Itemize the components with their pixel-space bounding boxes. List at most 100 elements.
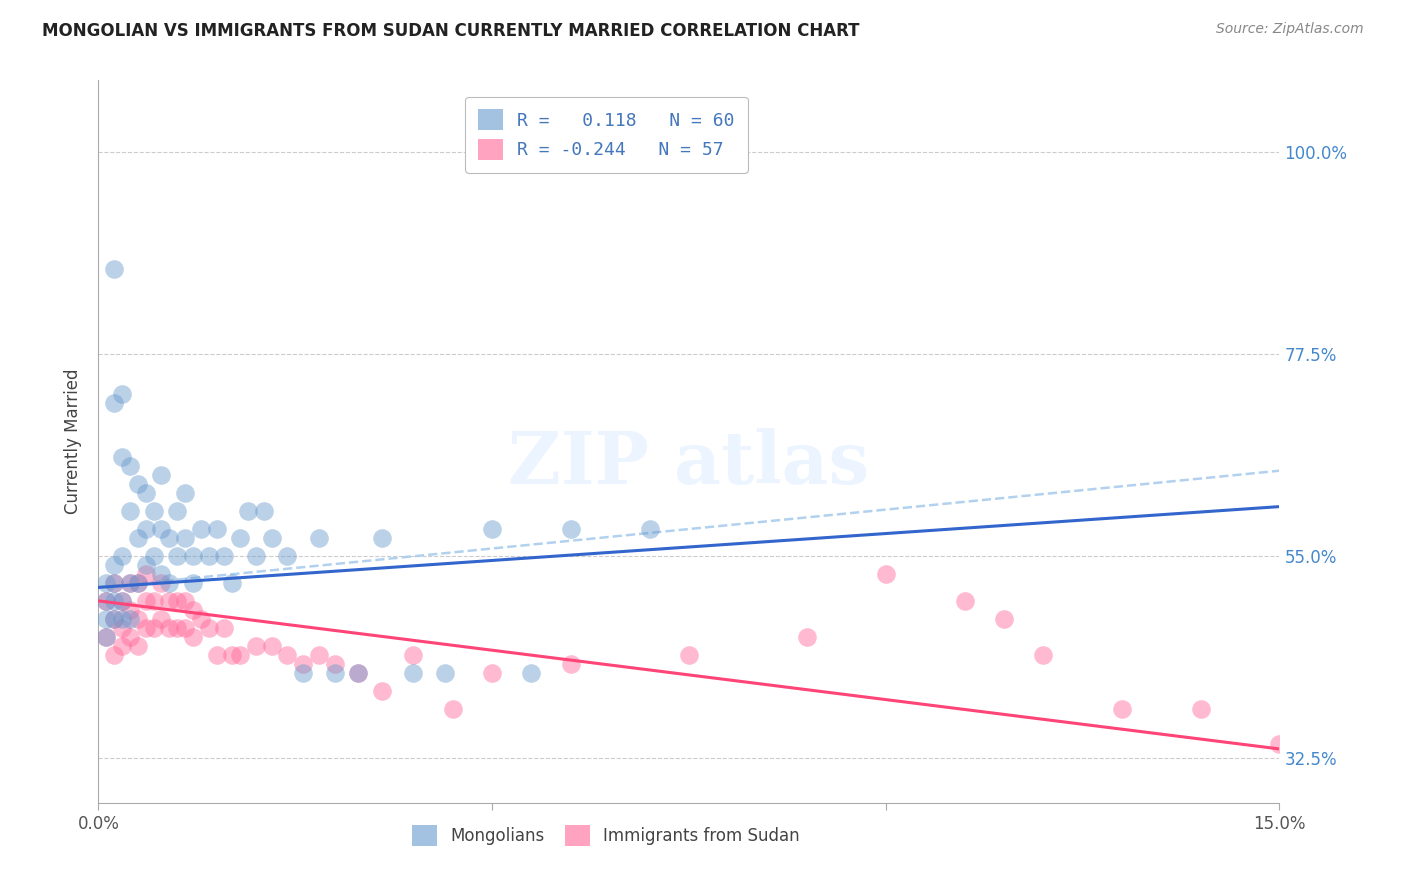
Point [174, 486, 197, 500]
Point [481, 665, 503, 680]
Point [127, 531, 149, 545]
Point [1032, 648, 1054, 662]
Point [111, 450, 134, 465]
Point [292, 657, 315, 671]
Point [214, 621, 236, 635]
Point [118, 603, 141, 617]
Point [135, 522, 157, 536]
Point [142, 594, 165, 608]
Point [205, 522, 228, 536]
Point [118, 504, 141, 518]
Point [276, 549, 298, 563]
Point [166, 594, 188, 608]
Point [103, 396, 125, 410]
Point [103, 575, 125, 590]
Point [135, 486, 157, 500]
Text: ZIP atlas: ZIP atlas [509, 428, 869, 499]
Point [103, 558, 125, 572]
Point [103, 612, 125, 626]
Point [181, 630, 204, 644]
Point [157, 575, 180, 590]
Point [678, 648, 700, 662]
Point [150, 468, 173, 483]
Point [166, 621, 188, 635]
Point [142, 621, 165, 635]
Point [111, 594, 134, 608]
Point [197, 549, 219, 563]
Y-axis label: Currently Married: Currently Married [65, 368, 83, 515]
Point [111, 639, 134, 653]
Point [166, 504, 188, 518]
Point [142, 549, 165, 563]
Point [135, 594, 157, 608]
Point [111, 594, 134, 608]
Point [245, 639, 267, 653]
Point [103, 612, 125, 626]
Point [347, 665, 370, 680]
Point [1111, 701, 1133, 715]
Point [135, 621, 157, 635]
Point [371, 531, 394, 545]
Point [127, 612, 149, 626]
Point [638, 522, 661, 536]
Point [111, 387, 134, 401]
Point [150, 575, 173, 590]
Point [229, 531, 252, 545]
Point [96, 630, 118, 644]
Point [127, 639, 149, 653]
Point [111, 549, 134, 563]
Point [103, 594, 125, 608]
Text: Source: ZipAtlas.com: Source: ZipAtlas.com [1216, 22, 1364, 37]
Point [181, 603, 204, 617]
Point [347, 665, 370, 680]
Point [308, 648, 330, 662]
Point [157, 621, 180, 635]
Point [402, 665, 425, 680]
Legend: Mongolians, Immigrants from Sudan: Mongolians, Immigrants from Sudan [406, 819, 807, 852]
Point [127, 575, 149, 590]
Point [190, 612, 212, 626]
Point [245, 549, 267, 563]
Point [190, 522, 212, 536]
Point [96, 594, 118, 608]
Point [205, 648, 228, 662]
Point [96, 612, 118, 626]
Point [260, 531, 283, 545]
Point [371, 683, 394, 698]
Point [174, 594, 197, 608]
Point [157, 594, 180, 608]
Point [111, 612, 134, 626]
Point [181, 575, 204, 590]
Point [150, 612, 173, 626]
Point [103, 575, 125, 590]
Point [796, 630, 818, 644]
Point [127, 575, 149, 590]
Point [118, 612, 141, 626]
Point [875, 566, 897, 581]
Point [181, 549, 204, 563]
Point [433, 665, 456, 680]
Point [166, 549, 188, 563]
Point [111, 621, 134, 635]
Point [174, 531, 197, 545]
Point [441, 701, 464, 715]
Point [236, 504, 259, 518]
Point [253, 504, 276, 518]
Point [276, 648, 298, 662]
Point [197, 621, 219, 635]
Point [993, 845, 1015, 859]
Point [993, 612, 1015, 626]
Point [174, 621, 197, 635]
Point [229, 648, 252, 662]
Point [221, 575, 243, 590]
Point [103, 648, 125, 662]
Point [1268, 738, 1291, 752]
Point [221, 648, 243, 662]
Point [292, 665, 315, 680]
Point [150, 566, 173, 581]
Point [157, 531, 180, 545]
Point [260, 639, 283, 653]
Point [135, 566, 157, 581]
Point [323, 665, 346, 680]
Point [150, 522, 173, 536]
